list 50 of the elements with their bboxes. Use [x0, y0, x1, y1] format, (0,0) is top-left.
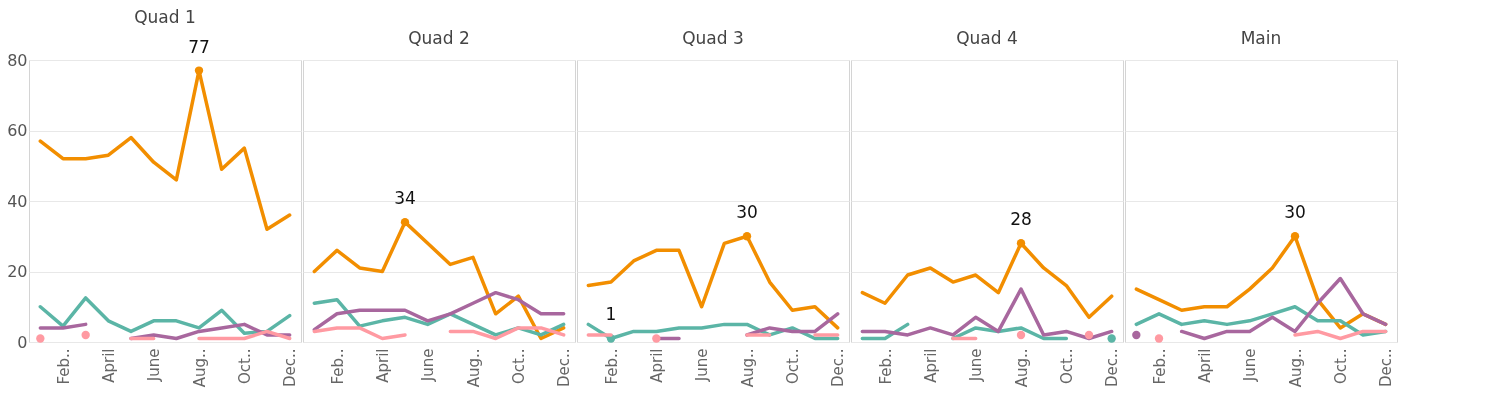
x-tick-label: Feb.. — [54, 348, 73, 385]
x-tick-label: June — [1241, 348, 1260, 383]
chart-title: Quad 4 — [956, 28, 1018, 48]
x-tick-label: Oct.. — [1057, 348, 1076, 384]
y-tick-label: 20 — [7, 262, 28, 281]
chart-title: Quad 3 — [682, 28, 744, 48]
x-tick-label: Aug.. — [1012, 348, 1031, 388]
data-label: 1 — [605, 304, 617, 325]
x-tick-label: Dec.. — [1103, 348, 1122, 388]
data-label: 30 — [1284, 202, 1306, 223]
x-tick-label: June — [145, 348, 164, 383]
x-tick-label: Dec.. — [555, 348, 574, 388]
line-series — [38, 296, 292, 335]
y-tick-label: 60 — [7, 121, 28, 140]
point — [81, 330, 90, 340]
x-tick-label: April — [373, 348, 392, 383]
x-tick-label: Oct.. — [509, 348, 528, 384]
x-tick-label: Feb.. — [876, 348, 895, 385]
x-tick-label: Aug.. — [464, 348, 483, 388]
x-tick-label: Dec.. — [281, 348, 300, 388]
data-label: 28 — [1010, 209, 1032, 230]
x-tick-label: June — [693, 348, 712, 383]
x-tick-label: Aug.. — [738, 348, 757, 388]
x-tick-label: Oct.. — [235, 348, 254, 384]
x-tick-label: April — [99, 348, 118, 383]
x-tick-label: April — [647, 348, 666, 383]
data-label: 34 — [394, 188, 416, 209]
x-tick-label: Aug.. — [1286, 348, 1305, 388]
chart-title: Main — [1240, 28, 1282, 48]
x-tick-label: June — [967, 348, 986, 383]
chart-title: Quad 1 — [134, 6, 196, 27]
y-tick-label: 40 — [7, 191, 28, 211]
x-tick-label: Dec.. — [829, 348, 848, 388]
x-tick-label: June — [419, 348, 438, 383]
data-label: 30 — [736, 202, 758, 223]
data-label: 77 — [188, 36, 210, 57]
y-tick-label: 80 — [7, 50, 28, 70]
x-tick-label: Dec.. — [1377, 348, 1396, 388]
x-tick-label: Feb.. — [602, 348, 621, 385]
chart-title: Quad 2 — [408, 28, 470, 48]
x-tick-label: Oct.. — [1331, 348, 1350, 384]
x-tick-label: Aug.. — [190, 348, 209, 388]
x-tick-label: Oct.. — [783, 348, 802, 384]
point — [36, 334, 45, 343]
point — [194, 66, 204, 75]
x-tick-label: Feb.. — [328, 348, 347, 385]
x-tick-label: Feb.. — [1150, 348, 1169, 385]
y-tick-label: 0 — [17, 332, 28, 352]
x-tick-label: April — [921, 348, 940, 383]
x-tick-label: April — [1195, 348, 1214, 383]
